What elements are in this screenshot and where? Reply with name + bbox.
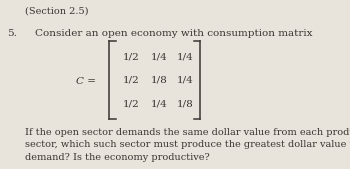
Text: 1/4: 1/4 — [177, 52, 194, 61]
Text: 1/8: 1/8 — [151, 76, 168, 85]
Text: If the open sector demands the same dollar value from each product-producing
sec: If the open sector demands the same doll… — [25, 128, 350, 162]
Text: 1/4: 1/4 — [177, 76, 194, 85]
Text: 1/8: 1/8 — [177, 99, 194, 108]
Text: 5.: 5. — [7, 29, 17, 38]
Text: 1/2: 1/2 — [123, 52, 140, 61]
Text: Consider an open economy with consumption matrix: Consider an open economy with consumptio… — [35, 29, 313, 38]
Text: (Section 2.5): (Section 2.5) — [25, 7, 88, 16]
Text: 1/2: 1/2 — [123, 99, 140, 108]
Text: C =: C = — [76, 77, 96, 86]
Text: 1/2: 1/2 — [123, 76, 140, 85]
Text: 1/4: 1/4 — [151, 99, 168, 108]
Text: 1/4: 1/4 — [151, 52, 168, 61]
